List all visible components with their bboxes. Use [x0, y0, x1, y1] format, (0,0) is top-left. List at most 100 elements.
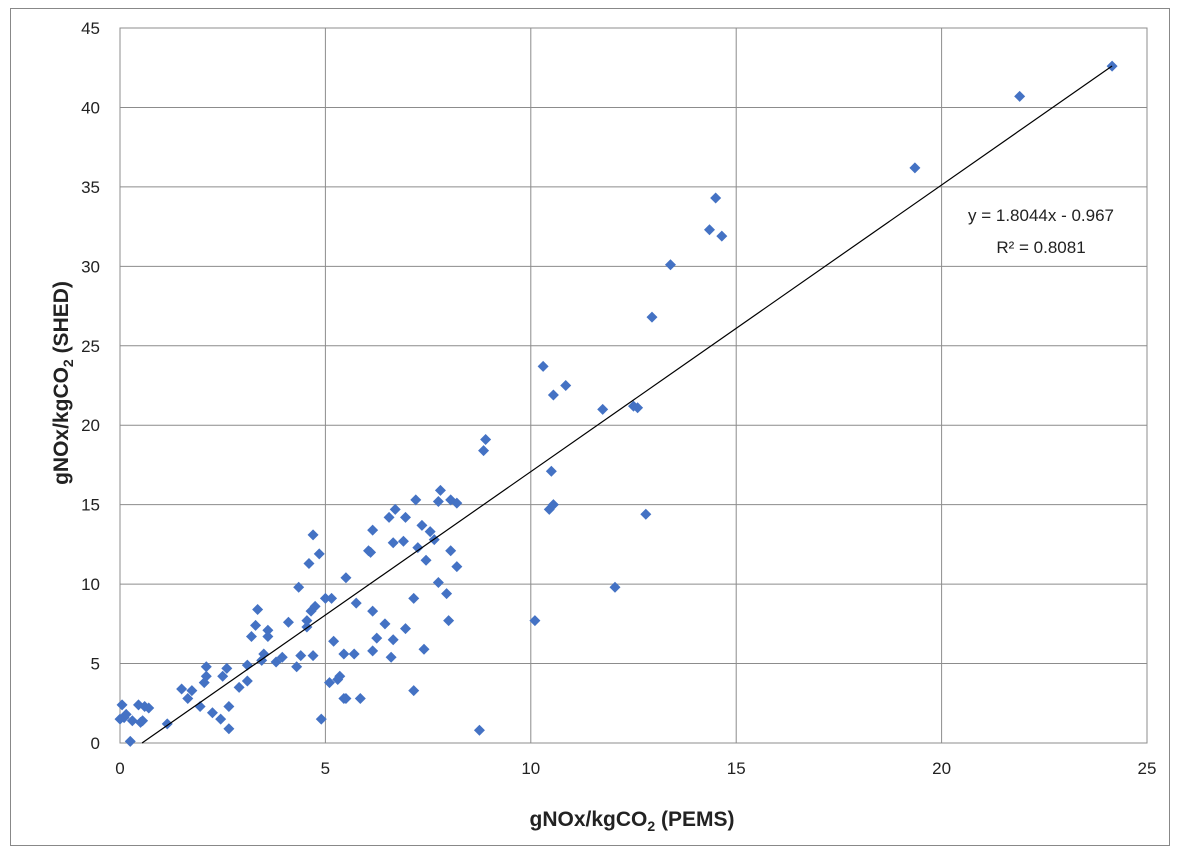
data-point: [250, 619, 262, 631]
data-point: [340, 572, 352, 584]
data-point: [303, 557, 315, 569]
data-point: [379, 618, 391, 630]
data-point: [529, 615, 541, 627]
data-point: [354, 693, 366, 705]
data-point: [124, 735, 136, 747]
data-point: [432, 577, 444, 589]
x-axis-title: gNOx/kgCO2 (PEMS): [530, 808, 735, 834]
data-point: [646, 311, 658, 323]
data-point: [245, 631, 257, 643]
data-point: [367, 524, 379, 536]
data-point: [418, 643, 430, 655]
data-point: [400, 511, 412, 523]
data-point: [301, 615, 313, 627]
data-point: [445, 545, 457, 557]
data-point: [545, 465, 557, 477]
data-point: [176, 683, 188, 695]
data-point: [252, 604, 264, 616]
y-tick-label: 0: [91, 734, 100, 753]
data-point: [443, 615, 455, 627]
x-tick-label: 5: [321, 759, 330, 778]
data-point: [135, 716, 147, 728]
x-tick-label: 15: [727, 759, 746, 778]
data-point: [451, 497, 463, 509]
data-point: [400, 623, 412, 635]
trendline-r2: R² = 0.8081: [996, 238, 1085, 257]
data-point: [324, 677, 336, 689]
data-point: [389, 503, 401, 515]
data-point: [434, 484, 446, 496]
data-point: [217, 670, 229, 682]
data-point: [365, 546, 377, 558]
tick-labels: 0 5 10 15 20 25 0 5 10 15 20 25 30 35 40 45: [81, 19, 1156, 778]
gridlines: [119, 27, 1148, 744]
data-point: [340, 693, 352, 705]
data-point: [200, 661, 212, 673]
data-point: [328, 635, 340, 647]
y-tick-label: 25: [81, 337, 100, 356]
y-tick-label: 15: [81, 496, 100, 515]
data-point: [182, 693, 194, 705]
data-point: [206, 707, 218, 719]
data-point: [424, 526, 436, 538]
y-tick-label: 5: [91, 655, 100, 674]
data-point: [295, 650, 307, 662]
trendline-equation: y = 1.8044x - 0.967: [968, 206, 1114, 225]
data-point: [387, 634, 399, 646]
data-point: [412, 542, 424, 554]
data-point: [350, 597, 362, 609]
y-tick-label: 35: [81, 178, 100, 197]
data-point: [632, 402, 644, 414]
data-point: [547, 389, 559, 401]
data-point: [1014, 90, 1026, 102]
data-point: [716, 230, 728, 242]
data-point: [348, 648, 360, 660]
data-point: [262, 631, 274, 643]
data-point: [703, 224, 715, 236]
data-point: [385, 651, 397, 663]
y-axis-title: gNOx/kgCO2 (SHED): [50, 281, 76, 485]
data-point: [221, 662, 233, 674]
data-points: [114, 60, 1118, 747]
data-point: [326, 592, 338, 604]
data-point: [319, 592, 331, 604]
x-tick-label: 10: [521, 759, 540, 778]
data-point: [664, 259, 676, 271]
y-tick-label: 40: [81, 98, 100, 117]
x-tick-label: 25: [1138, 759, 1157, 778]
data-point: [367, 645, 379, 657]
data-point: [293, 581, 305, 593]
data-point: [609, 581, 621, 593]
data-point: [410, 494, 422, 506]
y-tick-label: 30: [81, 257, 100, 276]
data-point: [383, 511, 395, 523]
data-point: [307, 650, 319, 662]
y-tick-label: 20: [81, 416, 100, 435]
data-point: [537, 360, 549, 372]
data-point: [116, 699, 128, 711]
data-point: [223, 700, 235, 712]
data-point: [473, 724, 485, 736]
data-point: [262, 624, 274, 636]
data-point: [223, 723, 235, 735]
trendline-line: [141, 65, 1113, 744]
data-point: [291, 661, 303, 673]
data-point: [640, 508, 652, 520]
data-point: [309, 600, 321, 612]
data-point: [387, 537, 399, 549]
y-tick-label: 45: [81, 19, 100, 38]
plot-area-border: [119, 27, 1148, 744]
data-point: [441, 588, 453, 600]
data-point: [597, 403, 609, 415]
data-point: [478, 445, 490, 457]
data-point: [241, 675, 253, 687]
data-point: [416, 519, 428, 531]
data-point: [909, 162, 921, 174]
data-point: [710, 192, 722, 204]
data-point: [408, 685, 420, 697]
data-point: [560, 380, 572, 391]
data-point: [186, 685, 198, 697]
data-point: [282, 616, 294, 628]
data-point: [397, 535, 409, 547]
